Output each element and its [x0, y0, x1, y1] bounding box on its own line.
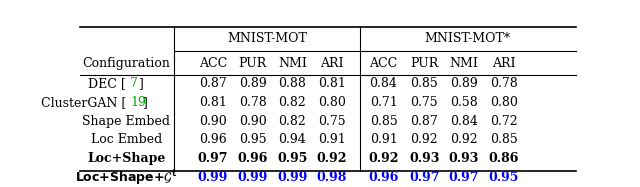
Text: 0.81: 0.81 [199, 96, 227, 109]
Text: 0.80: 0.80 [318, 96, 346, 109]
Text: 0.89: 0.89 [239, 77, 266, 90]
Text: NMI: NMI [278, 57, 307, 70]
Text: 0.71: 0.71 [370, 96, 397, 109]
Text: 0.84: 0.84 [370, 77, 397, 90]
Text: 0.78: 0.78 [239, 96, 266, 109]
Text: NMI: NMI [449, 57, 478, 70]
Text: ARI: ARI [492, 57, 515, 70]
Text: 0.96: 0.96 [369, 171, 399, 184]
Text: 0.84: 0.84 [450, 115, 478, 128]
Text: Configuration: Configuration [82, 57, 170, 70]
Text: 0.75: 0.75 [318, 115, 346, 128]
Text: 0.88: 0.88 [278, 77, 306, 90]
Text: 0.95: 0.95 [488, 171, 519, 184]
Text: 0.85: 0.85 [410, 77, 438, 90]
Text: DEC [: DEC [ [88, 77, 126, 90]
Text: 0.90: 0.90 [239, 115, 266, 128]
Text: 0.86: 0.86 [488, 152, 519, 165]
Text: 0.78: 0.78 [490, 77, 518, 90]
Text: 7: 7 [130, 77, 138, 90]
Text: ]: ] [138, 77, 143, 90]
Text: 0.92: 0.92 [317, 152, 348, 165]
Text: 0.99: 0.99 [198, 171, 228, 184]
Text: PUR: PUR [239, 57, 267, 70]
Text: 0.92: 0.92 [450, 133, 477, 146]
Text: ]: ] [142, 96, 147, 109]
Text: 0.94: 0.94 [278, 133, 306, 146]
Text: 0.97: 0.97 [409, 171, 440, 184]
Text: 0.75: 0.75 [410, 96, 438, 109]
Text: 0.93: 0.93 [409, 152, 440, 165]
Text: Shape Embed: Shape Embed [82, 115, 170, 128]
Text: 0.99: 0.99 [277, 171, 307, 184]
Text: MNIST-MOT*: MNIST-MOT* [425, 33, 511, 45]
Text: 0.91: 0.91 [318, 133, 346, 146]
Text: ACC: ACC [199, 57, 227, 70]
Text: 0.82: 0.82 [278, 115, 306, 128]
Text: 19: 19 [130, 96, 146, 109]
Text: Loc+Shape: Loc+Shape [87, 152, 165, 165]
Text: MNIST-MOT: MNIST-MOT [228, 33, 307, 45]
Text: 0.72: 0.72 [490, 115, 517, 128]
Text: 0.87: 0.87 [410, 115, 438, 128]
Text: 0.89: 0.89 [450, 77, 478, 90]
Text: 0.87: 0.87 [199, 77, 227, 90]
Text: 0.93: 0.93 [449, 152, 479, 165]
Text: 0.91: 0.91 [370, 133, 397, 146]
Text: Loc Embed: Loc Embed [90, 133, 162, 146]
Text: 0.58: 0.58 [450, 96, 478, 109]
Text: PUR: PUR [410, 57, 438, 70]
Text: 0.95: 0.95 [239, 133, 266, 146]
Text: 0.97: 0.97 [198, 152, 228, 165]
Text: 0.81: 0.81 [318, 77, 346, 90]
Text: 0.85: 0.85 [370, 115, 397, 128]
Text: 0.96: 0.96 [199, 133, 227, 146]
Text: ClusterGAN [: ClusterGAN [ [41, 96, 126, 109]
Text: 0.92: 0.92 [368, 152, 399, 165]
Text: 0.96: 0.96 [237, 152, 268, 165]
Text: ACC: ACC [369, 57, 397, 70]
Text: ARI: ARI [320, 57, 344, 70]
Text: 0.97: 0.97 [449, 171, 479, 184]
Text: 0.92: 0.92 [410, 133, 438, 146]
Text: 0.90: 0.90 [199, 115, 227, 128]
Text: 0.80: 0.80 [490, 96, 518, 109]
Text: 0.95: 0.95 [277, 152, 307, 165]
Text: $\mathbf{Loc{+}Shape{+}\mathcal{G}^t}$: $\mathbf{Loc{+}Shape{+}\mathcal{G}^t}$ [75, 168, 177, 186]
Text: 0.99: 0.99 [237, 171, 268, 184]
Text: 0.82: 0.82 [278, 96, 306, 109]
Text: 0.85: 0.85 [490, 133, 518, 146]
Text: 0.98: 0.98 [317, 171, 347, 184]
